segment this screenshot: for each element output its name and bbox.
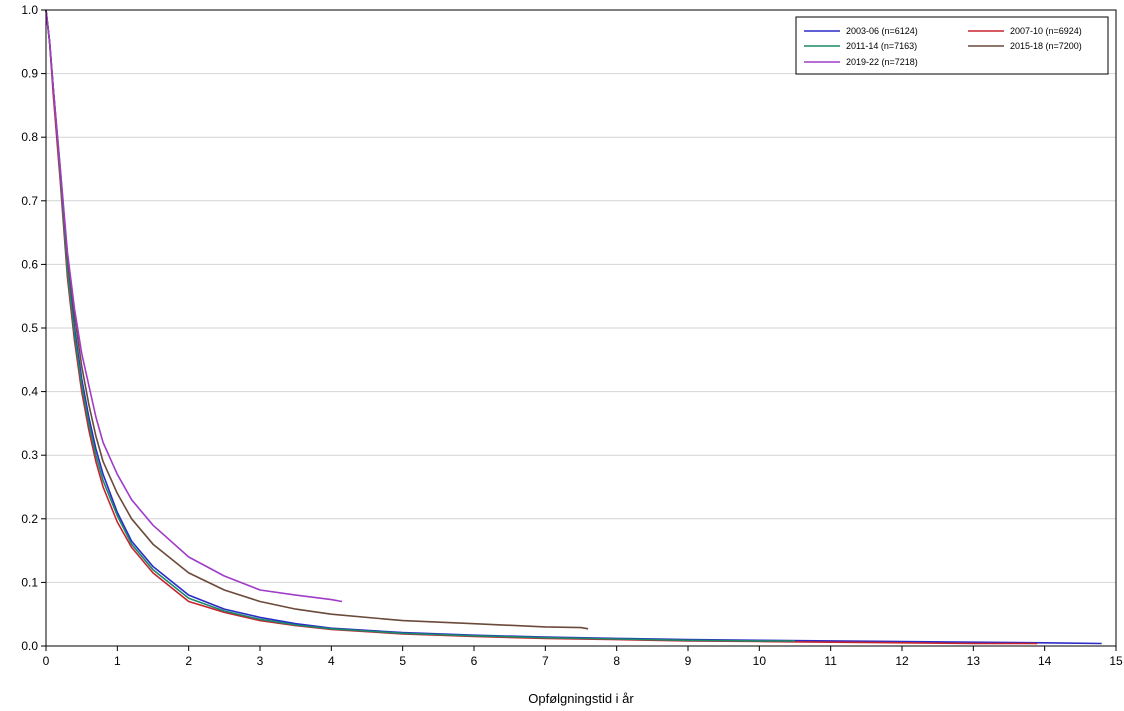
x-tick-label: 12 [895,654,909,668]
series-lines [45,9,1102,645]
y-tick-label: 0.1 [21,575,38,589]
x-tick-label: 7 [542,654,549,668]
x-tick-label: 14 [1038,654,1052,668]
x-axis-title: Opfølgningstid i år [528,691,634,706]
x-tick-label: 0 [43,654,50,668]
y-tick-label: 0.4 [21,385,38,399]
y-tick-label: 0.0 [21,639,38,653]
x-tick-label: 13 [967,654,981,668]
y-axis: 0.0 0.1 0.2 0.3 0.4 0.5 0.6 0.7 0.8 0.9 1.0 [21,3,46,653]
x-tick-label: 3 [257,654,264,668]
y-tick-label: 0.7 [21,194,38,208]
y-tick-label: 0.2 [21,512,38,526]
legend-label: 2003-06 (n=6124) [846,26,918,36]
y-tick-label: 0.5 [21,321,38,335]
x-axis: 0 1 2 3 4 5 6 7 8 9 10 11 12 13 14 15 [43,646,1123,668]
x-tick-label: 4 [328,654,335,668]
series-line-2 [45,9,795,642]
legend-label: 2011-14 (n=7163) [846,41,917,51]
x-tick-label: 5 [399,654,406,668]
legend-label: 2007-10 (n=6924) [1010,26,1082,36]
x-tick-label: 15 [1109,654,1123,668]
y-tick-label: 0.3 [21,448,38,462]
legend: 2003-06 (n=6124) 2007-10 (n=6924) 2011-14 … [795,16,1109,75]
legend-box [795,16,1109,75]
legend-label: 2015-18 (n=7200) [1010,41,1082,51]
x-tick-label: 2 [185,654,192,668]
x-tick-label: 9 [685,654,692,668]
y-tick-label: 0.6 [21,257,38,271]
y-tick-label: 0.9 [21,67,38,81]
x-tick-label: 10 [753,654,767,668]
y-tick-label: 1.0 [21,3,38,17]
x-tick-label: 6 [471,654,478,668]
y-tick-label: 0.8 [21,130,38,144]
x-tick-label: 11 [824,654,837,668]
x-tick-label: 1 [114,654,121,668]
x-tick-label: 8 [613,654,620,668]
series-line-4 [45,9,343,603]
legend-label: 2019-22 (n=7218) [846,57,918,67]
